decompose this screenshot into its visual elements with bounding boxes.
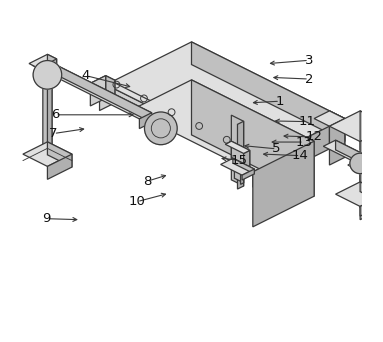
Polygon shape [360,182,383,204]
Text: 3: 3 [305,54,313,67]
Polygon shape [38,59,57,84]
Text: 9: 9 [43,212,51,225]
Text: 4: 4 [82,69,90,82]
Polygon shape [234,160,244,183]
Polygon shape [241,165,244,184]
Polygon shape [90,76,106,106]
Polygon shape [329,111,383,142]
Polygon shape [323,140,366,162]
Circle shape [33,61,62,89]
Polygon shape [233,158,254,174]
Text: 10: 10 [129,195,146,208]
Polygon shape [130,80,314,172]
Polygon shape [253,141,314,227]
Polygon shape [348,159,372,171]
Polygon shape [360,126,383,180]
Text: 5: 5 [272,142,281,155]
Polygon shape [47,154,72,179]
Polygon shape [32,59,152,119]
Text: 12: 12 [306,130,322,143]
Text: 8: 8 [143,175,151,188]
Polygon shape [231,141,250,167]
Polygon shape [100,81,253,165]
Text: 11: 11 [299,115,316,128]
Polygon shape [44,59,152,122]
Circle shape [350,153,370,174]
Polygon shape [43,73,52,156]
Polygon shape [329,111,345,157]
Polygon shape [192,42,345,141]
Polygon shape [47,54,57,75]
Text: 6: 6 [51,108,59,121]
Polygon shape [225,141,250,154]
Polygon shape [100,80,115,110]
Polygon shape [360,111,383,165]
Text: 14: 14 [292,149,309,162]
Polygon shape [336,182,383,207]
Polygon shape [360,194,383,216]
Text: 7: 7 [49,127,58,140]
Polygon shape [231,115,244,186]
Polygon shape [139,113,152,129]
Polygon shape [244,150,250,170]
Polygon shape [106,76,115,103]
Circle shape [144,112,177,145]
Polygon shape [90,76,115,88]
Polygon shape [242,169,254,180]
Polygon shape [329,119,345,165]
Polygon shape [192,80,314,196]
Polygon shape [336,140,366,165]
Polygon shape [29,54,57,68]
Polygon shape [237,121,244,189]
Text: 13: 13 [295,135,313,148]
Polygon shape [100,78,259,158]
Polygon shape [314,111,345,126]
Text: 15: 15 [231,154,248,167]
Text: 1: 1 [276,95,284,108]
Polygon shape [47,77,52,159]
Polygon shape [360,159,372,213]
Polygon shape [354,156,366,171]
Text: 2: 2 [305,73,313,86]
Polygon shape [221,158,254,175]
Polygon shape [360,165,372,220]
Polygon shape [23,142,72,167]
Polygon shape [100,42,345,165]
Polygon shape [253,119,345,187]
Polygon shape [47,142,72,167]
